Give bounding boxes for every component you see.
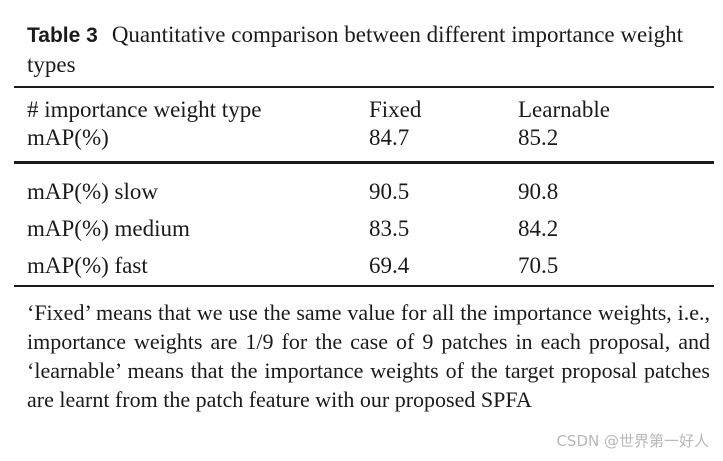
- header-cell-type: # importance weight type: [27, 97, 262, 122]
- header-cell-fixed: Fixed: [369, 97, 422, 122]
- header-cell-map-fixed: 84.7: [369, 125, 410, 150]
- table-caption: Table 3 Quantitative comparison between d…: [27, 20, 717, 79]
- header-rule: [14, 161, 714, 164]
- row-value-fixed: 69.4: [369, 253, 410, 278]
- row-label: mAP(%) medium: [27, 216, 190, 241]
- row-value-learnable: 70.5: [518, 253, 559, 278]
- top-rule: [14, 86, 714, 88]
- header-cell-learnable: Learnable: [518, 97, 610, 122]
- table-label: Table 3: [27, 24, 98, 47]
- bottom-rule: [14, 285, 714, 287]
- row-label: mAP(%) slow: [27, 179, 158, 204]
- header-cell-map: mAP(%): [27, 125, 109, 150]
- header-cell-map-learnable: 85.2: [518, 125, 559, 150]
- row-value-learnable: 84.2: [518, 216, 559, 241]
- watermark: CSDN @世界第一好人: [556, 432, 709, 450]
- row-label: mAP(%) fast: [27, 253, 148, 278]
- table-footnote: ‘Fixed’ means that we use the same value…: [27, 300, 710, 412]
- row-value-fixed: 83.5: [369, 216, 410, 241]
- row-value-learnable: 90.8: [518, 179, 559, 204]
- caption-text: Quantitative comparison between differen…: [27, 22, 683, 77]
- row-value-fixed: 90.5: [369, 179, 410, 204]
